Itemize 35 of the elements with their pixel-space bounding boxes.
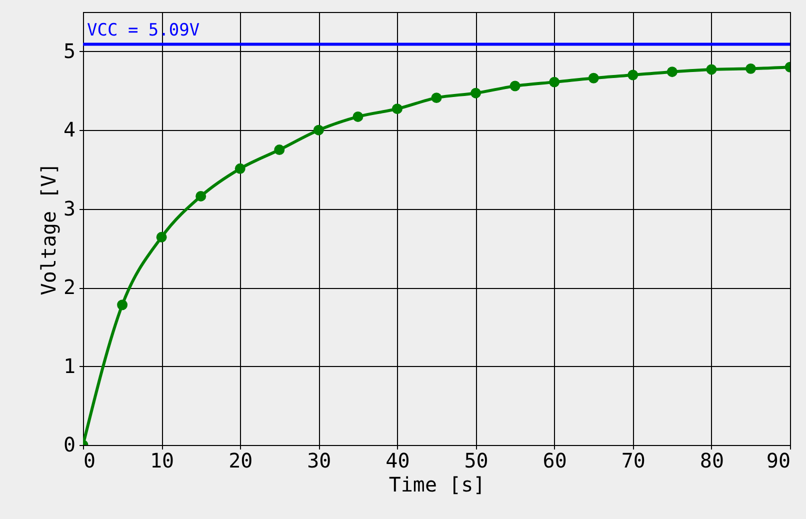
point: [628, 70, 638, 80]
x-tick-label: 10: [150, 448, 174, 472]
x-tick-label: 0: [84, 448, 96, 472]
x-axis-title: Time [s]: [388, 472, 486, 496]
point: [117, 300, 128, 310]
point: [274, 144, 285, 156]
x-tick-label: 70: [621, 448, 646, 472]
point: [156, 232, 167, 242]
x-tick-label: 30: [307, 448, 332, 472]
point: [234, 163, 246, 174]
point: [392, 104, 402, 114]
x-tick-label: 60: [542, 448, 567, 472]
y-tick-label: 2: [63, 275, 76, 300]
point: [313, 124, 324, 136]
x-tick-label: 90: [766, 448, 790, 472]
point: [510, 80, 520, 92]
y-tick-label: 5: [63, 38, 76, 63]
point: [352, 111, 364, 122]
y-tick-label: 1: [63, 354, 76, 378]
y-tick-label: 0: [63, 432, 76, 456]
point: [745, 63, 756, 74]
point: [588, 72, 599, 84]
point: [470, 88, 482, 98]
y-axis-title: Voltage [V]: [36, 162, 60, 296]
x-tick-label: 80: [700, 448, 724, 472]
x-tick-label: 40: [386, 448, 410, 472]
point: [706, 64, 717, 75]
y-tick-label: 3: [63, 196, 76, 220]
x-tick-label: 50: [464, 448, 488, 472]
point: [196, 190, 206, 202]
x-tick-label: 20: [228, 448, 253, 472]
point: [431, 92, 442, 104]
point: [666, 66, 678, 78]
point: [549, 76, 560, 88]
y-tick-label: 4: [63, 118, 76, 142]
